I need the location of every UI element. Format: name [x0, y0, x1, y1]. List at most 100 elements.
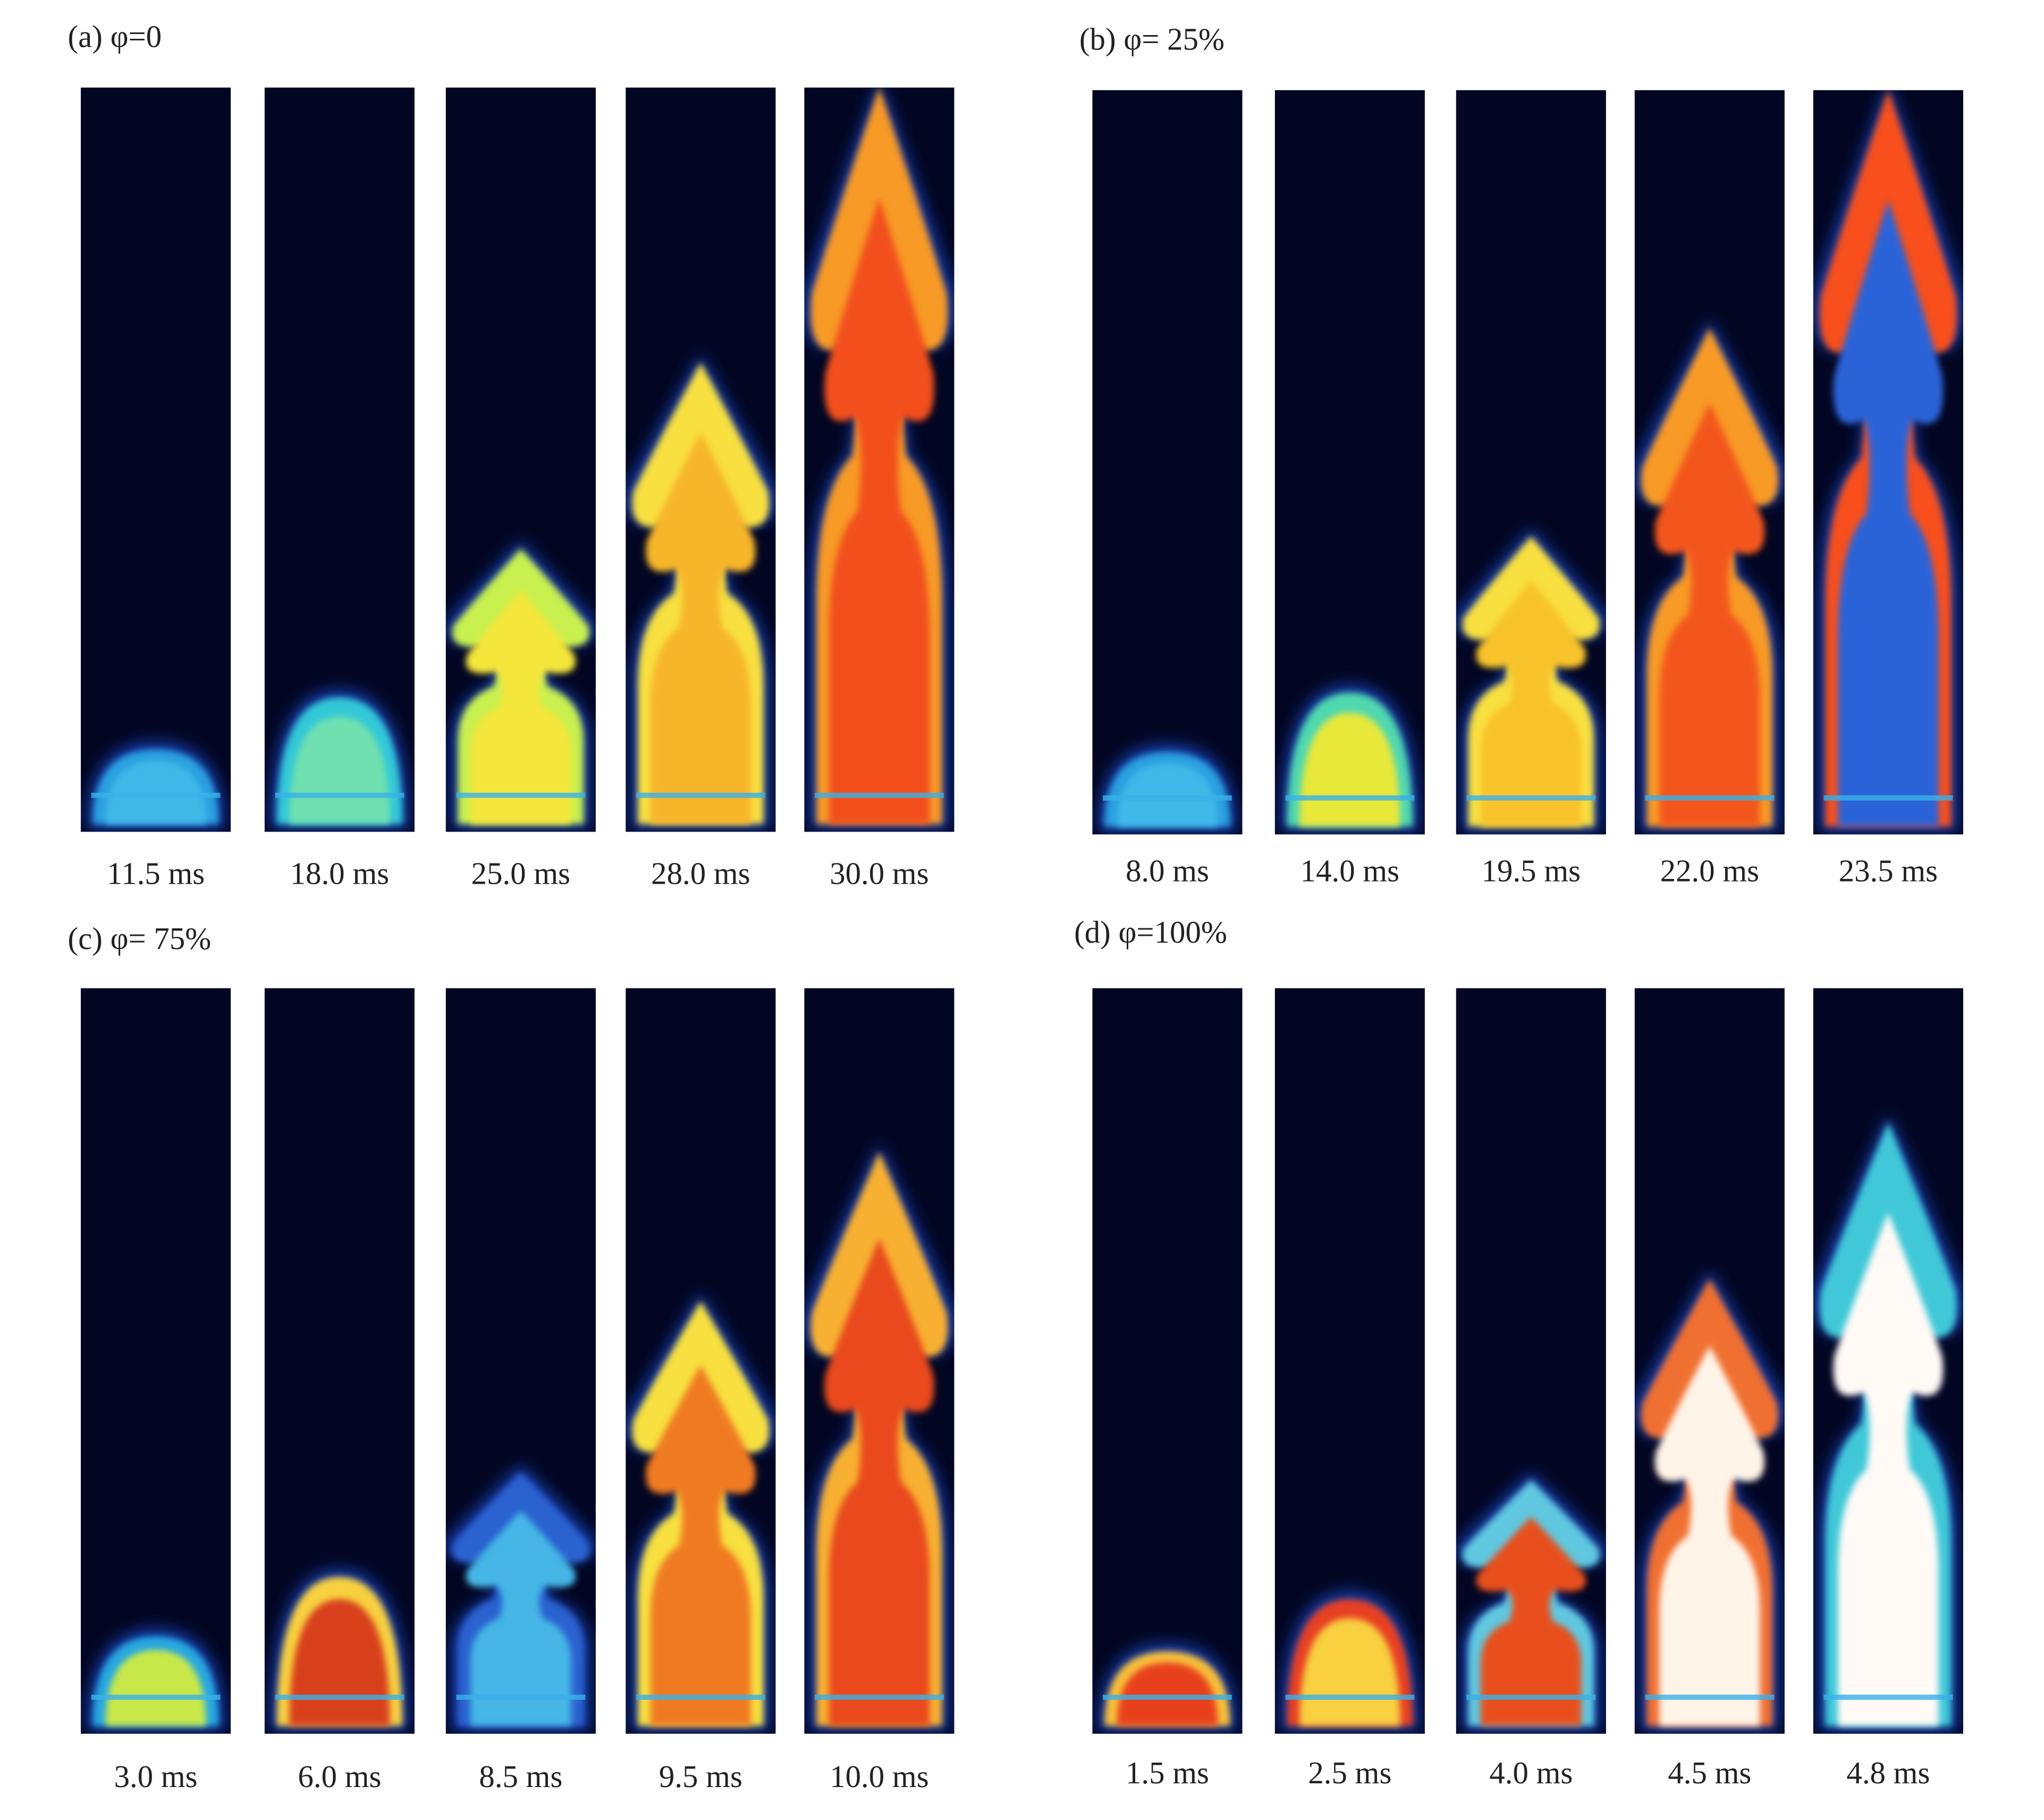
- frame-time: 23.5 ms: [1839, 854, 1938, 888]
- flame-inner: [1476, 1517, 1586, 1726]
- flame-inner: [646, 1365, 756, 1726]
- flame-inner: [1833, 200, 1944, 827]
- flame-inner: [1654, 1345, 1765, 1726]
- flame-inner: [824, 198, 934, 824]
- flame-image: [804, 988, 955, 1734]
- frame-time: 9.5 ms: [659, 1759, 742, 1794]
- image-background: [1092, 90, 1243, 835]
- ignition-band: [1285, 1695, 1415, 1700]
- image-content: [1634, 1271, 1785, 1731]
- image-content: [1813, 1114, 1963, 1731]
- image-content: [626, 354, 776, 829]
- image-content: [1098, 1643, 1237, 1731]
- ignition-band: [1823, 1695, 1953, 1700]
- flame-inner: [1654, 402, 1765, 827]
- frame-time: 11.5 ms: [107, 856, 205, 891]
- flame-inner: [1476, 580, 1586, 827]
- flame-inner: [1117, 763, 1218, 827]
- frame-time: 22.0 ms: [1660, 854, 1759, 888]
- flame-image: [1456, 90, 1606, 835]
- flame-image: [1634, 90, 1785, 835]
- flame-image: [1634, 988, 1785, 1734]
- image-content: [804, 1144, 955, 1731]
- ignition-band: [636, 792, 765, 798]
- frame-time: 8.5 ms: [479, 1759, 562, 1794]
- flame-image: [1274, 90, 1425, 835]
- ignition-band: [1466, 795, 1596, 801]
- image-content: [445, 540, 596, 829]
- flame-inner: [466, 590, 576, 824]
- image-content: [86, 741, 225, 829]
- flame-image: [1456, 988, 1606, 1734]
- frame-time: 28.0 ms: [651, 856, 750, 891]
- flame-image: [445, 988, 596, 1734]
- frame-time: 3.0 ms: [114, 1759, 198, 1794]
- image-content: [1280, 1591, 1420, 1731]
- flame-inner: [646, 431, 756, 824]
- image-content: [1813, 90, 1963, 832]
- frame-time: 6.0 ms: [298, 1759, 381, 1794]
- ignition-band: [91, 792, 221, 798]
- panel-label: (b) φ= 25%: [1079, 22, 1224, 57]
- frame-time: 2.5 ms: [1308, 1756, 1391, 1790]
- frame-time: 19.5 ms: [1482, 854, 1581, 888]
- ignition-band: [636, 1695, 765, 1700]
- image-content: [1456, 1472, 1606, 1731]
- image-content: [270, 689, 409, 829]
- ignition-band: [1823, 795, 1953, 801]
- frame-time: 4.8 ms: [1846, 1756, 1930, 1790]
- ignition-band: [456, 792, 586, 798]
- ignition-band: [456, 1695, 586, 1700]
- ignition-band: [1103, 1695, 1232, 1700]
- flame-image: [804, 87, 955, 832]
- image-content: [1098, 744, 1237, 832]
- frame-time: 8.0 ms: [1126, 854, 1209, 888]
- image-background: [1092, 988, 1243, 1734]
- frame-time: 30.0 ms: [830, 856, 928, 891]
- ignition-band: [1645, 795, 1775, 801]
- frame-time: 4.0 ms: [1489, 1756, 1573, 1790]
- flame-image: [1274, 988, 1425, 1734]
- flame-inner: [289, 1599, 390, 1726]
- ignition-band: [815, 1695, 944, 1700]
- frame-time: 25.0 ms: [471, 856, 570, 891]
- image-content: [1456, 528, 1606, 832]
- image-content: [1280, 684, 1420, 832]
- flame-image: [264, 988, 415, 1734]
- ignition-band: [275, 1695, 404, 1700]
- frame-time: 1.5 ms: [1126, 1756, 1209, 1790]
- ignition-band: [91, 1695, 221, 1700]
- frame-time: 10.0 ms: [830, 1759, 928, 1794]
- image-content: [270, 1569, 409, 1731]
- flame-image: [1092, 988, 1243, 1734]
- ignition-band: [815, 792, 944, 798]
- flame-inner: [105, 1649, 206, 1726]
- flame-inner: [1117, 1662, 1218, 1726]
- image-content: [445, 1465, 596, 1731]
- panel-label: (a) φ=0: [68, 20, 162, 54]
- flame-image: [1092, 90, 1243, 835]
- flame-image: [626, 87, 776, 832]
- ignition-band: [1285, 795, 1415, 801]
- ignition-band: [1466, 1695, 1596, 1700]
- flame-inner: [1833, 1213, 1944, 1726]
- flame-inner: [824, 1238, 934, 1726]
- flame-image: [1813, 90, 1963, 835]
- image-content: [626, 1293, 776, 1731]
- frame-time: 14.0 ms: [1300, 854, 1399, 888]
- panel-label: (d) φ=100%: [1074, 915, 1227, 950]
- flame-image: [626, 988, 776, 1734]
- ignition-band: [275, 792, 404, 798]
- image-background: [81, 988, 231, 1734]
- frame-time: 18.0 ms: [290, 856, 389, 891]
- flame-inner: [105, 760, 206, 824]
- image-background: [81, 87, 231, 832]
- flame-image: [81, 988, 231, 1734]
- flame-inner: [466, 1510, 576, 1726]
- flame-image: [1813, 988, 1963, 1734]
- image-content: [1634, 320, 1785, 832]
- ignition-band: [1645, 1695, 1775, 1700]
- ignition-band: [1103, 795, 1232, 801]
- image-content: [804, 87, 955, 829]
